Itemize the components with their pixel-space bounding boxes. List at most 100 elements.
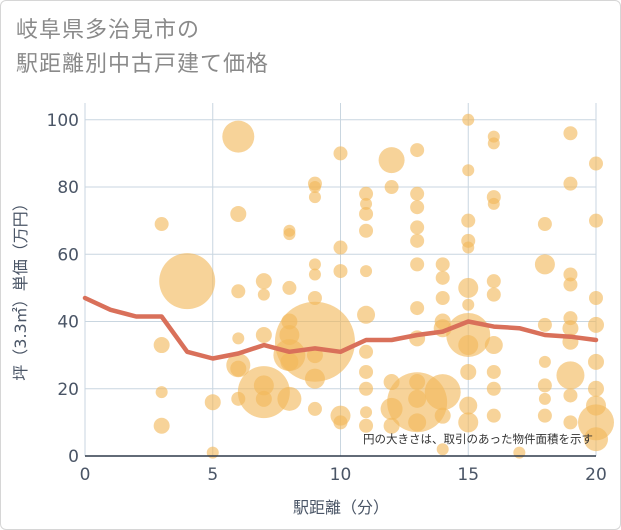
bubble-point: [283, 228, 296, 241]
bubble-point: [359, 364, 374, 379]
bubble-point: [486, 381, 501, 396]
bubble-point: [458, 335, 479, 356]
bubble-point: [458, 277, 479, 298]
x-tick-label: 20: [585, 465, 607, 485]
bubble-point: [410, 233, 425, 248]
y-tick-label: 0: [68, 447, 79, 467]
bubble-point: [360, 197, 373, 210]
bubble-point: [563, 267, 578, 282]
bubble-point: [538, 355, 551, 368]
y-axis-title: 坪（3.3㎡）単価（万円）: [11, 195, 30, 380]
bubble-layer: [153, 113, 614, 459]
bubble-point: [462, 164, 475, 177]
bubble-point: [255, 326, 272, 343]
bubble-point: [359, 223, 374, 238]
bubble-point: [589, 290, 603, 305]
chart-title: 岐阜県多治見市の 駅距離別中古戸建て価格: [16, 14, 269, 82]
bubble-point: [308, 191, 321, 204]
bubble-point: [462, 241, 475, 254]
bubble-point: [277, 386, 302, 411]
bubble-point: [359, 418, 374, 433]
bubble-point: [230, 205, 247, 222]
bubble-point: [537, 317, 552, 332]
bubble-point: [257, 288, 270, 301]
bubble-point: [232, 332, 245, 345]
bubble-point: [153, 417, 170, 434]
bubble-point: [308, 181, 321, 194]
bubble-point: [333, 146, 348, 161]
bubble-point: [159, 253, 216, 310]
axes: 0 5 10 15 20 0 20 40 60 80 100: [47, 111, 607, 485]
bubble-point: [537, 217, 552, 232]
bubble-point: [563, 415, 578, 430]
y-tick-label: 100: [47, 111, 79, 131]
bubble-point: [154, 217, 169, 232]
bubble-point: [458, 412, 479, 433]
bubble-point: [378, 147, 405, 174]
bubble-point: [274, 301, 355, 382]
bubble-point: [410, 200, 425, 215]
bubble-point: [230, 360, 247, 377]
bubble-point: [459, 396, 478, 415]
bubble-point: [487, 197, 500, 210]
bubble-point: [460, 363, 477, 380]
bubble-point: [333, 240, 348, 255]
bubble-point: [462, 113, 475, 126]
bubble-point: [435, 270, 450, 285]
bubble-point: [359, 186, 374, 201]
bubble-point: [333, 264, 348, 279]
bubble-point: [359, 344, 374, 359]
bubble-point: [155, 386, 168, 399]
x-tick-label: 0: [80, 465, 91, 485]
bubble-point: [486, 287, 501, 302]
bubble-point: [410, 143, 425, 158]
bubble-point: [487, 137, 500, 150]
bubble-point: [222, 120, 255, 153]
bubble-size-note: 円の大きさは、取引のあった物件面積を示す: [363, 432, 593, 446]
bubble-point: [153, 337, 170, 354]
bubble-point: [360, 406, 373, 419]
bubble-point: [333, 415, 348, 430]
bubble-point: [282, 280, 297, 295]
bubble-point: [204, 394, 221, 411]
bubble-point: [486, 364, 501, 379]
chart-title-line1: 岐阜県多治見市の: [16, 18, 201, 43]
bubble-point: [484, 336, 503, 355]
bubble-point: [384, 180, 399, 195]
bubble-point: [359, 206, 374, 221]
bubble-point: [410, 220, 425, 235]
bubble-point: [408, 413, 427, 432]
bubble-point: [538, 392, 551, 405]
bubble-point: [206, 446, 219, 459]
bubble-point: [410, 301, 425, 316]
bubble-point: [357, 305, 376, 324]
bubble-point: [307, 290, 322, 305]
bubble-point: [486, 274, 501, 289]
y-tick-label: 20: [57, 380, 79, 400]
trend-line-layer: [82, 295, 599, 361]
bubble-point: [304, 368, 325, 389]
y-tick-label: 80: [57, 178, 79, 198]
bubble-point: [556, 361, 585, 390]
trend-line: [82, 295, 599, 361]
bubble-point: [255, 390, 272, 407]
bubble-point: [588, 316, 604, 333]
bubble-point: [434, 407, 451, 424]
bubble-point: [231, 284, 246, 299]
bubble-point: [307, 401, 322, 416]
bubble-point: [424, 374, 461, 411]
x-tick-label: 5: [207, 465, 218, 485]
bubble-point: [534, 254, 555, 275]
bubble-point: [588, 380, 604, 397]
bubble-point: [589, 156, 603, 171]
y-tick-label: 40: [57, 313, 79, 333]
x-tick-label: 15: [457, 465, 479, 485]
bubble-point: [563, 388, 578, 403]
bubble-point: [584, 427, 608, 452]
bubble-point: [410, 257, 425, 272]
bubble-point: [308, 258, 321, 271]
bubble-point: [537, 408, 552, 423]
bubble-point: [359, 381, 374, 396]
bubble-point: [435, 257, 450, 272]
